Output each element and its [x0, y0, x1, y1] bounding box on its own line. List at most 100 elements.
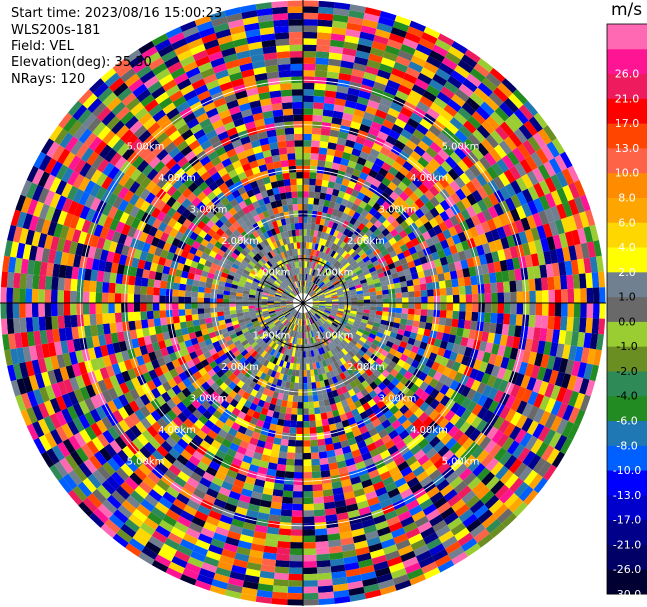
radar-gate	[368, 53, 383, 64]
radar-gate	[483, 283, 492, 294]
radar-gate	[515, 314, 523, 327]
radar-gate	[413, 258, 422, 267]
radar-gate	[311, 283, 317, 290]
radar-gate	[335, 176, 344, 185]
radar-gate	[414, 243, 423, 253]
radar-gate	[383, 186, 394, 197]
radar-gate	[527, 200, 539, 215]
radar-gate	[335, 285, 343, 291]
radar-gate	[332, 268, 339, 275]
radar-gate	[424, 163, 437, 175]
radar-gate	[362, 245, 371, 253]
radar-gate	[537, 164, 551, 180]
radar-gate	[314, 185, 322, 193]
radar-gate	[315, 64, 329, 72]
radar-gate	[451, 234, 461, 245]
radar-gate	[361, 78, 375, 88]
radar-gate	[328, 58, 342, 67]
radar-gate	[470, 275, 478, 286]
radar-gate	[172, 289, 180, 297]
radar-gate	[395, 205, 406, 216]
radar-gate	[385, 232, 394, 241]
radar-gate	[332, 280, 340, 286]
radar-gate	[314, 76, 327, 85]
radar-gate	[378, 244, 387, 253]
radar-gate	[360, 25, 377, 35]
radar-gate	[114, 312, 123, 323]
radar-gate	[19, 288, 26, 303]
radar-gate	[310, 268, 314, 276]
radar-gate	[374, 157, 385, 168]
radar-gate	[353, 142, 364, 151]
radar-gate	[512, 88, 529, 105]
radar-gate	[308, 248, 312, 256]
radar-gate	[324, 292, 331, 296]
radar-gate	[375, 252, 384, 260]
radar-gate	[521, 173, 534, 189]
radar-gate	[533, 182, 545, 198]
radar-gate	[358, 37, 374, 48]
radar-gate	[469, 164, 482, 178]
radar-gate	[495, 323, 503, 335]
radar-gate	[437, 249, 446, 259]
radar-gate	[388, 73, 403, 85]
radar-gate	[322, 482, 333, 491]
radar-gate	[476, 211, 487, 224]
radar-gate	[303, 573, 318, 581]
radar-gate	[354, 266, 362, 273]
radar-gate	[426, 282, 434, 290]
radar-gate	[146, 294, 154, 303]
radar-gate	[340, 268, 348, 275]
radar-gate	[488, 148, 502, 163]
radar-gate	[444, 218, 454, 230]
radar-gate	[315, 257, 321, 264]
radar-gate	[382, 219, 391, 229]
radar-gate	[405, 206, 415, 217]
radar-gate	[316, 271, 321, 278]
radar-gate	[548, 303, 556, 317]
radar-gate	[276, 547, 291, 555]
radar-gate	[284, 471, 295, 479]
radar-gate	[319, 457, 329, 465]
radar-gate	[457, 319, 465, 329]
radar-gate	[44, 316, 53, 331]
radar-gate	[178, 309, 186, 317]
radar-gate	[436, 114, 450, 127]
radar-gate	[108, 303, 115, 314]
radar-gate	[317, 19, 333, 27]
radar-gate	[324, 437, 333, 445]
radar-gate	[89, 291, 96, 303]
radar-gate	[310, 229, 315, 237]
radar-gate	[321, 275, 327, 282]
radar-gate	[70, 278, 78, 292]
radar-gate	[313, 269, 318, 277]
radar-gate	[434, 38, 452, 52]
radar-gate	[453, 112, 468, 126]
radar-gate	[315, 237, 321, 245]
radar-gate	[599, 287, 606, 303]
radar-gate	[303, 108, 314, 115]
radar-gate	[287, 586, 303, 594]
radar-gate	[327, 255, 333, 263]
radar-gate	[339, 184, 348, 193]
radar-gate	[191, 285, 199, 292]
radar-gate	[439, 109, 454, 122]
radar-gate	[534, 277, 542, 291]
radar-gate	[436, 231, 446, 242]
radar-gate	[475, 173, 488, 187]
radar-gate	[352, 278, 360, 284]
radar-gate	[271, 495, 283, 503]
radar-gate	[303, 6, 319, 14]
radar-gate	[496, 313, 504, 325]
radar-gate	[452, 286, 460, 296]
radar-gate	[308, 274, 312, 282]
radar-gate	[509, 280, 517, 293]
radar-gate	[326, 187, 334, 195]
radar-gate	[383, 269, 392, 277]
radar-gate	[109, 272, 117, 284]
radar-gate	[425, 146, 438, 159]
radar-gate	[490, 312, 498, 324]
radar-gate	[553, 316, 562, 331]
radar-gate	[31, 303, 39, 318]
radar-gate	[407, 285, 415, 292]
